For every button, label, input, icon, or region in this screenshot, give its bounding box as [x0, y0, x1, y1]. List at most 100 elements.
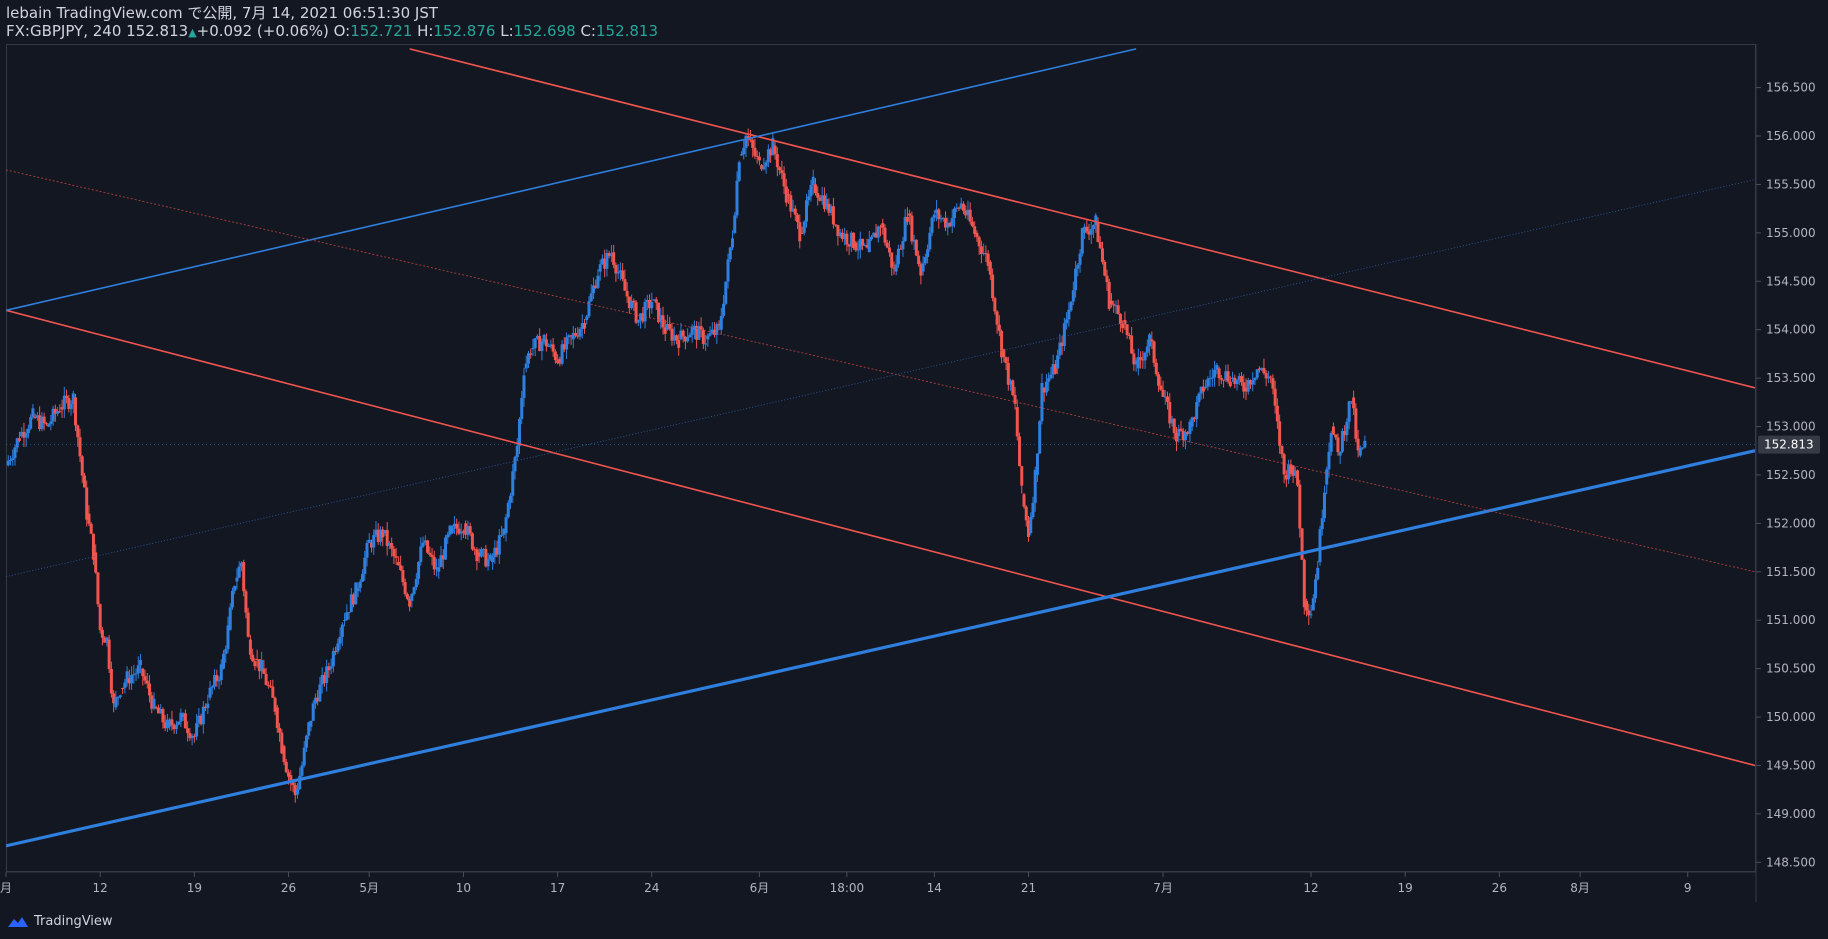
- candle-body: [1065, 319, 1069, 324]
- candle-body: [762, 166, 766, 170]
- candle-body: [1264, 373, 1268, 379]
- candle-body: [1231, 377, 1235, 379]
- candle-body: [8, 460, 12, 462]
- high-value: 152.876: [433, 22, 496, 40]
- candle-body: [1029, 517, 1033, 534]
- trendline[interactable]: [6, 48, 1137, 312]
- y-tick-label: 154.500: [1766, 274, 1816, 288]
- candle-body: [1334, 434, 1338, 438]
- candle-body: [410, 593, 414, 601]
- candle-body: [708, 333, 712, 336]
- last-price-badge: [1758, 435, 1820, 454]
- candle-body: [1192, 417, 1196, 420]
- candle-body: [1186, 431, 1190, 435]
- candle-body: [199, 715, 203, 725]
- candle-body: [257, 659, 261, 672]
- candle-body: [114, 697, 118, 708]
- candle-body: [618, 270, 622, 272]
- x-tick-label: 月: [0, 881, 12, 895]
- candle-body: [1280, 445, 1284, 455]
- candle-body: [1100, 248, 1104, 262]
- trendline[interactable]: [6, 169, 1755, 573]
- candle-body: [1329, 432, 1333, 452]
- trendline[interactable]: [6, 449, 1755, 848]
- candle-body: [1314, 579, 1318, 599]
- up-triangle-icon: ▲: [188, 26, 197, 39]
- candle-body: [982, 253, 986, 255]
- candle-body: [591, 285, 595, 294]
- candle-body: [775, 154, 779, 168]
- candle-body: [612, 252, 616, 265]
- candle-body: [132, 674, 136, 676]
- candle-body: [903, 216, 907, 242]
- candle-body: [275, 707, 279, 729]
- candle-body: [1125, 324, 1129, 335]
- candle-body: [1255, 369, 1259, 378]
- x-tick-label: 21: [1021, 881, 1036, 895]
- candle-body: [778, 167, 782, 171]
- candle-body: [852, 232, 856, 249]
- candle-body: [757, 156, 761, 161]
- candle-body: [441, 555, 445, 560]
- candle-body: [435, 567, 439, 570]
- candle-body: [1071, 290, 1075, 302]
- candle-body: [1089, 229, 1093, 235]
- candle-body: [764, 162, 768, 167]
- candle-body: [594, 285, 598, 288]
- candle-body: [681, 330, 685, 337]
- candle-body: [253, 661, 257, 667]
- candle-body: [51, 408, 55, 422]
- candle-body: [87, 513, 91, 524]
- candle-body: [1031, 502, 1035, 518]
- candle-body: [690, 326, 694, 335]
- candle-body: [917, 255, 921, 265]
- candle-body: [1105, 275, 1109, 283]
- candle-body: [340, 624, 344, 637]
- candle-body: [892, 267, 896, 269]
- candle-body: [228, 607, 232, 630]
- candle-body: [825, 199, 829, 209]
- candle-body: [130, 675, 134, 684]
- candle-body: [643, 301, 647, 322]
- x-tick-label: 24: [644, 881, 659, 895]
- candle-body: [632, 300, 636, 303]
- candle-body: [574, 333, 578, 336]
- candle-body: [316, 697, 320, 702]
- candle-body: [343, 619, 347, 621]
- candle-body: [580, 322, 584, 330]
- candle-body: [1002, 349, 1006, 358]
- candle-body: [1123, 320, 1127, 325]
- candle-body: [100, 629, 104, 638]
- candle-body: [484, 549, 488, 567]
- candle-body: [565, 337, 569, 350]
- candle-body: [836, 225, 840, 237]
- candle-body: [1083, 226, 1087, 233]
- candle-body: [755, 155, 759, 157]
- x-tick-label: 6月: [750, 881, 770, 895]
- open-value: 152.721: [350, 22, 413, 40]
- trendline[interactable]: [6, 309, 1755, 767]
- candle-body: [1195, 402, 1199, 420]
- candle-body: [192, 735, 196, 737]
- candle-body: [704, 343, 708, 345]
- candle-body: [1179, 428, 1183, 431]
- candle-body: [746, 136, 750, 140]
- candle-body: [1170, 418, 1174, 424]
- candle-body: [1322, 492, 1326, 519]
- candle-body: [533, 338, 537, 348]
- candle-body: [921, 263, 925, 272]
- y-tick-label: 155.500: [1766, 177, 1816, 191]
- trendline[interactable]: [409, 48, 1755, 389]
- candle-body: [417, 561, 421, 579]
- candle-body: [970, 221, 974, 227]
- candle-body: [677, 340, 681, 348]
- trendline[interactable]: [6, 179, 1755, 578]
- candle-body: [719, 315, 723, 330]
- candle-body: [1345, 421, 1349, 436]
- candle-body: [69, 404, 73, 409]
- candle-body: [988, 261, 992, 275]
- candle-body: [461, 531, 465, 533]
- candle-body: [42, 416, 46, 424]
- candle-body: [1152, 341, 1156, 363]
